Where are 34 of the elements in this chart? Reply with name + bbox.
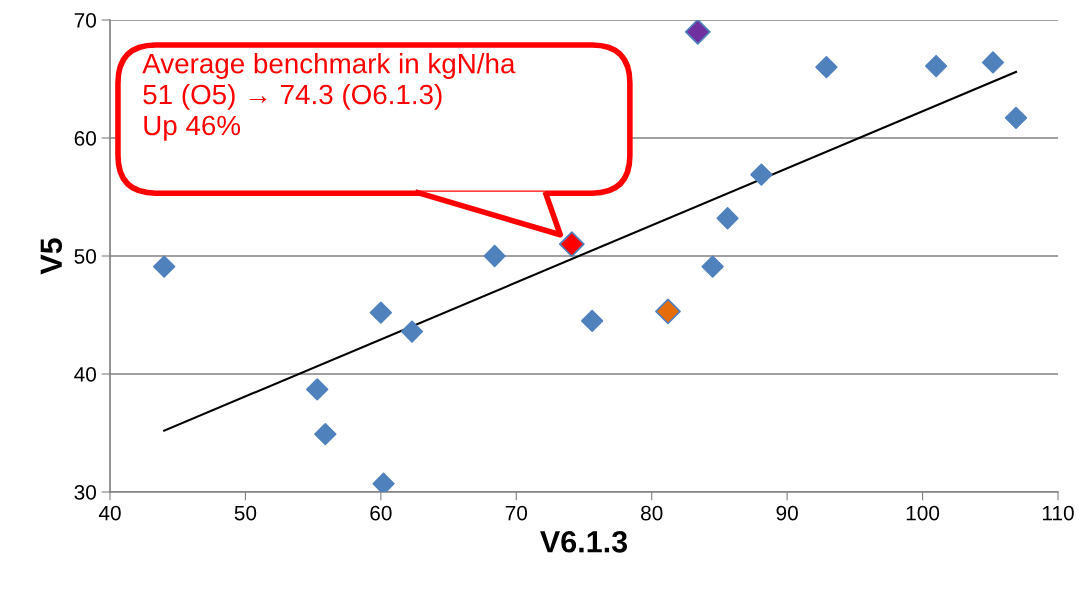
point	[924, 54, 948, 78]
point	[372, 472, 395, 492]
point	[750, 163, 773, 186]
point	[369, 301, 392, 324]
point	[684, 20, 711, 45]
annotation: Average benchmark in kgN/ha 51 (O5) → 74.3 (O6.1.3) Up 46%	[142, 53, 516, 141]
y-tick-label: 30	[74, 485, 96, 500]
y-tick-label: 60	[74, 131, 96, 146]
x-tick-label: 80	[641, 505, 663, 521]
x-tick-label: 100	[906, 505, 940, 521]
x-tick-label: 40	[98, 505, 121, 521]
x-tick-label: 70	[505, 505, 528, 521]
point	[153, 255, 176, 278]
point	[314, 423, 337, 446]
y-tick-label: 50	[74, 249, 96, 264]
y-axis-title: V5	[40, 238, 63, 275]
x-tick-label: 60	[370, 505, 392, 521]
point	[558, 231, 585, 258]
point	[701, 255, 724, 278]
x-tick-label: 50	[234, 505, 257, 521]
point	[815, 56, 838, 79]
point	[483, 244, 506, 268]
y-tick-label: 70	[74, 13, 96, 28]
x-tick-label: 110	[1042, 505, 1074, 521]
x-tick-label: 90	[776, 505, 798, 521]
x-axis-title: V6.1.3	[540, 530, 628, 553]
point	[716, 207, 739, 230]
point	[1004, 106, 1028, 130]
point	[655, 298, 681, 325]
point	[580, 309, 604, 333]
point	[400, 320, 424, 343]
point	[306, 378, 329, 401]
point	[981, 51, 1005, 74]
y-tick-label: 40	[74, 367, 96, 382]
